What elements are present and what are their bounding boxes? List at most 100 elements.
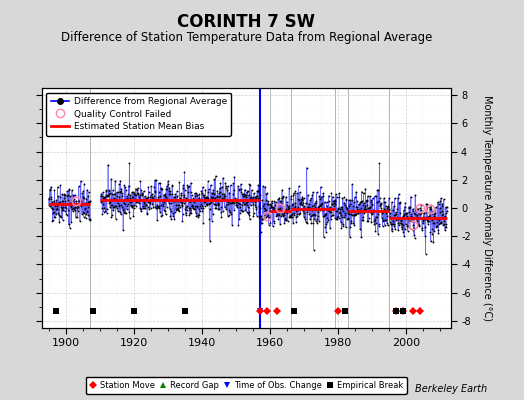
Point	[269, 205, 278, 212]
Point	[255, 203, 264, 209]
Point	[346, 224, 355, 230]
Point	[150, 192, 158, 199]
Point	[144, 199, 152, 205]
Point	[175, 208, 183, 214]
Point	[181, 206, 190, 212]
Point	[51, 214, 59, 220]
Point	[118, 193, 126, 199]
Point	[193, 204, 202, 210]
Point	[154, 204, 162, 210]
Point	[352, 188, 361, 195]
Point	[374, 187, 383, 193]
Point	[220, 190, 228, 197]
Point	[153, 216, 161, 223]
Point	[320, 205, 328, 212]
Point	[359, 213, 367, 220]
Point	[429, 220, 438, 226]
Point	[112, 195, 120, 202]
Point	[124, 196, 132, 203]
Point	[381, 217, 389, 223]
Point	[397, 218, 405, 224]
Point	[402, 215, 410, 222]
Point	[147, 192, 155, 199]
Point	[202, 201, 211, 207]
Point	[286, 213, 294, 220]
Point	[421, 233, 429, 239]
Point	[417, 202, 425, 208]
Point	[179, 182, 188, 188]
Point	[49, 206, 57, 212]
Point	[380, 222, 389, 228]
Point	[332, 216, 341, 222]
Point	[333, 216, 341, 222]
Point	[202, 195, 210, 201]
Point	[205, 206, 214, 213]
Point	[270, 219, 278, 226]
Point	[367, 199, 375, 205]
Point	[182, 210, 191, 216]
Point	[387, 214, 395, 221]
Point	[302, 219, 310, 225]
Point	[137, 190, 146, 196]
Point	[385, 195, 393, 202]
Point	[46, 203, 54, 209]
Point	[206, 197, 215, 203]
Point	[366, 193, 374, 199]
Point	[305, 210, 313, 217]
Point	[266, 220, 275, 226]
Point	[82, 200, 90, 206]
Point	[97, 198, 106, 204]
Point	[113, 198, 122, 204]
Point	[246, 198, 255, 204]
Point	[220, 195, 228, 201]
Point	[80, 214, 88, 220]
Point	[323, 207, 332, 213]
Point	[182, 204, 190, 210]
Point	[161, 207, 170, 214]
Point	[257, 228, 265, 235]
Point	[62, 211, 71, 217]
Point	[227, 211, 235, 217]
Point	[434, 227, 442, 234]
Point	[283, 202, 292, 208]
Point	[289, 220, 297, 226]
Point	[173, 202, 182, 208]
Point	[47, 194, 55, 200]
Point	[386, 214, 395, 221]
Point	[271, 207, 279, 214]
Point	[119, 199, 128, 206]
Point	[352, 210, 360, 217]
Point	[105, 188, 113, 195]
Point	[133, 199, 141, 206]
Point	[277, 207, 285, 213]
Point	[125, 215, 134, 221]
Point	[66, 186, 74, 193]
Point	[154, 196, 162, 202]
Point	[346, 211, 355, 217]
Point	[318, 200, 326, 206]
Point	[245, 192, 253, 198]
Point	[46, 186, 54, 192]
Point	[289, 190, 298, 196]
Point	[345, 211, 354, 218]
Point	[183, 189, 192, 195]
Point	[272, 212, 280, 219]
Point	[201, 196, 209, 203]
Point	[364, 193, 372, 199]
Point	[312, 200, 320, 207]
Point	[250, 196, 258, 202]
Point	[385, 206, 393, 212]
Point	[294, 206, 302, 213]
Point	[406, 218, 414, 224]
Point	[213, 188, 222, 194]
Point	[230, 174, 238, 180]
Point	[358, 202, 367, 208]
Point	[267, 204, 275, 210]
Point	[271, 199, 280, 206]
Point	[384, 222, 392, 229]
Point	[114, 208, 122, 214]
Point	[322, 228, 330, 235]
Point	[199, 204, 208, 211]
Point	[414, 210, 423, 216]
Point	[51, 200, 59, 206]
